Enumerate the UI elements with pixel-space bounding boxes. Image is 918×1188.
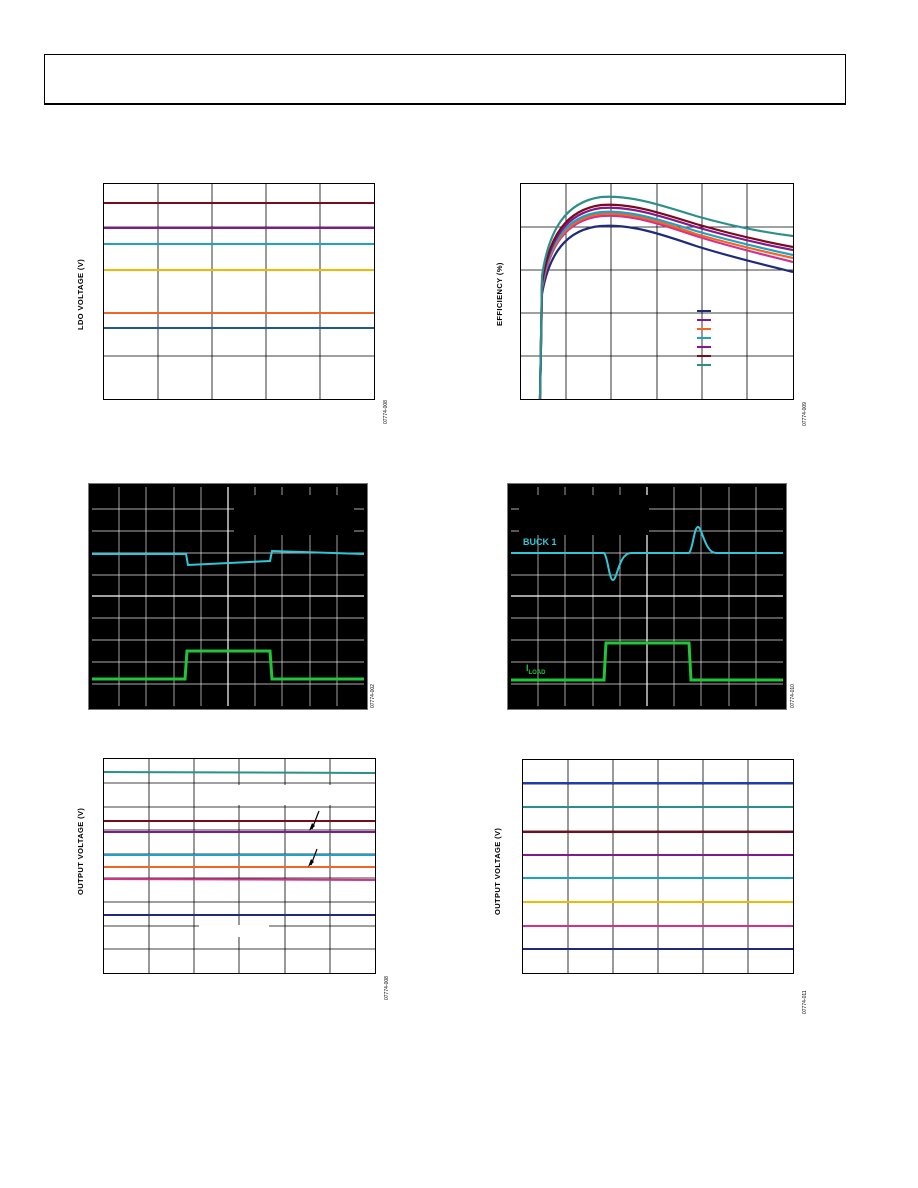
efficiency-plot <box>520 183 794 400</box>
output-voltage-a-fig-id: 07774-008 <box>384 976 390 1000</box>
scope-right-svg <box>511 487 783 706</box>
eff-curve-navy <box>538 224 793 399</box>
scope-right-screen <box>507 483 787 710</box>
ldo-voltage-svg <box>104 184 374 399</box>
scope-left-svg <box>92 487 364 706</box>
output-voltage-b-plot <box>522 759 794 974</box>
iload-label: ILOAD <box>526 663 546 676</box>
eff-curve-cyan <box>538 210 793 399</box>
out-a-trace-magenta <box>104 878 375 881</box>
output-voltage-a-ylabel: OUTPUT VOLTAGE (V) <box>76 807 85 895</box>
iload-label-sub: LOAD <box>528 669 546 676</box>
scope-left-fig-id: 07774-002 <box>370 684 376 708</box>
output-voltage-b-fig-id: 07774-011 <box>802 990 808 1014</box>
iload-label-main: I <box>526 663 529 673</box>
scope-right-buck1-trace <box>511 525 783 582</box>
ldo-voltage-ylabel: LDO VOLTAGE (V) <box>76 258 85 330</box>
efficiency-ylabel: EFFICIENCY (%) <box>495 262 504 326</box>
eff-curve-purple <box>538 206 793 399</box>
scope-right-fig-id: 07774-010 <box>790 684 796 708</box>
out-a-trace-teal <box>104 771 375 774</box>
output-a-white-gap-bottom <box>199 925 269 937</box>
out-a-arrow-1-head <box>309 823 315 831</box>
ldo-fig-id: 07774-008 <box>383 400 389 424</box>
output-a-white-gap-right <box>320 785 372 805</box>
efficiency-svg <box>521 184 793 399</box>
output-voltage-b-ylabel: OUTPUT VOLTAGE (V) <box>493 827 502 915</box>
eff-curve-darkred <box>538 203 793 399</box>
output-a-white-gap-top <box>199 785 289 805</box>
output-voltage-a-svg <box>104 759 375 973</box>
scope-right-iload-trace <box>511 641 783 682</box>
efficiency-fig-id: 07774-009 <box>802 402 808 426</box>
buck1-label: BUCK 1 <box>523 537 557 547</box>
header-box <box>44 54 846 105</box>
out-a-arrow-2-head <box>308 859 314 867</box>
ldo-voltage-plot <box>103 183 375 400</box>
scope-left-ch1-trace <box>92 549 364 567</box>
output-voltage-a-plot <box>103 758 376 974</box>
eff-curve-teal <box>538 195 793 399</box>
scope-left-ch2-trace <box>92 649 364 681</box>
scope-left-screen <box>88 483 368 710</box>
scope-left-readout-box <box>234 495 354 535</box>
scope-right-readout-box <box>519 495 649 535</box>
output-voltage-b-svg <box>523 760 793 973</box>
efficiency-legend <box>697 310 711 366</box>
